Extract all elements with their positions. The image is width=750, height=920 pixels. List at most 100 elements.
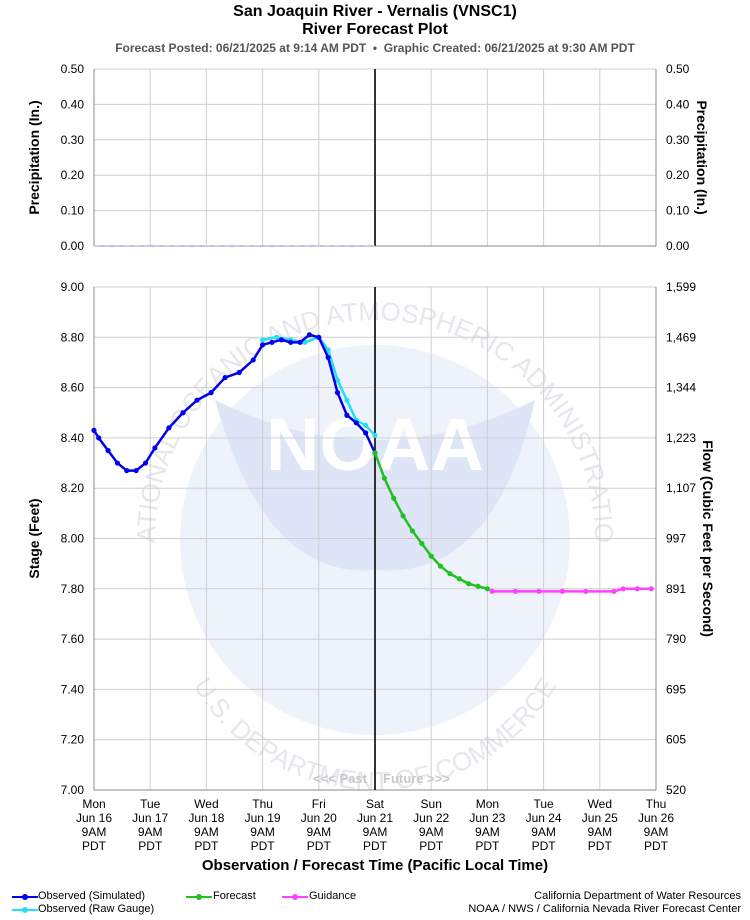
series-point: [512, 588, 519, 594]
legend-label-forecast: Forecast: [213, 890, 256, 902]
x-tick-label: Mon Jun 23 9AM PDT: [469, 797, 505, 853]
series-point: [166, 425, 172, 431]
precip-ytick-left: 0.30: [61, 133, 85, 147]
series-point: [489, 588, 495, 594]
series-point: [456, 576, 462, 582]
series-point: [91, 427, 97, 433]
x-tick-label: Thu Jun 26 9AM PDT: [638, 797, 674, 853]
axis-labels: Mon Jun 16 9AM PDT Tue Jun 17 9AM PDT Wed Jun 18 9…: [26, 62, 716, 874]
flow-ytick: 520: [666, 783, 686, 797]
precip-ytick-left: 0.20: [61, 168, 85, 182]
series-point: [447, 571, 453, 577]
noaa-watermark: NOAANATIONAL OCEANIC AND ATMOSPHERIC ADM…: [0, 0, 619, 796]
series-point: [269, 339, 275, 345]
stage-ytick: 7.60: [61, 632, 85, 646]
series-point: [353, 420, 359, 426]
series-point: [559, 588, 565, 594]
x-tick-label: Wed Jun 18 9AM PDT: [188, 797, 224, 853]
flow-ytick: 1,599: [666, 280, 696, 294]
flow-ytick: 605: [666, 733, 686, 747]
x-tick-label: Tue Jun 24 9AM PDT: [526, 797, 562, 853]
precip-ytick-left: 0.50: [61, 62, 85, 76]
series-point: [325, 354, 331, 361]
legend-swatch-forecast: [186, 894, 212, 900]
precip-ytick-right: 0.00: [666, 239, 690, 253]
series-point: [222, 374, 228, 381]
legend-item-observed-simulated: Observed (Simulated): [12, 890, 182, 903]
legend-label-observed-simulated: Observed (Simulated): [38, 890, 145, 902]
series-point: [400, 513, 406, 519]
stage-ytick: 7.20: [61, 733, 85, 747]
stage-ytick: 8.00: [61, 532, 85, 546]
created-label: Graphic Created:: [383, 41, 482, 55]
legend-swatch-observed-raw: [12, 907, 38, 913]
x-tick-label: Wed Jun 25 9AM PDT: [582, 797, 618, 853]
precip-ytick-right: 0.30: [666, 133, 690, 147]
precip-ytick-left: 0.00: [61, 239, 85, 253]
separator-dot: •: [372, 41, 378, 55]
past-label: <<< Past: [313, 771, 368, 786]
stage-ytick: 8.20: [61, 481, 85, 495]
series-point: [611, 588, 617, 594]
precip-ytick-right: 0.40: [666, 97, 690, 111]
series-point: [133, 467, 139, 474]
series-point: [620, 586, 626, 592]
series-point: [466, 581, 472, 587]
x-tick-label: Mon Jun 16 9AM PDT: [76, 797, 112, 853]
precip-ytick-right: 0.20: [666, 168, 690, 182]
precip-ytick-left: 0.40: [61, 97, 85, 111]
series-point: [437, 563, 444, 569]
x-tick-label: Thu Jun 19 9AM PDT: [245, 797, 281, 853]
precip-ylabel-left: Precipitation (In.): [26, 100, 42, 214]
flow-ytick: 790: [666, 632, 686, 646]
legend-item-observed-raw: Observed (Raw Gauge): [12, 903, 182, 916]
series-point: [297, 339, 303, 345]
legend-swatch-guidance: [282, 894, 308, 900]
credit-line-2: NOAA / NWS / California Nevada River For…: [468, 903, 741, 915]
series-point: [344, 412, 350, 418]
stage-ytick: 8.40: [61, 431, 85, 445]
flow-ylabel: Flow (Cubic Feet per Second): [700, 440, 716, 637]
series-point: [194, 397, 200, 403]
credit-line-1: California Department of Water Resources: [534, 890, 741, 902]
series-point: [372, 450, 378, 456]
series-point: [96, 435, 102, 441]
series-point: [260, 342, 266, 348]
series-point: [325, 347, 331, 353]
series-point: [634, 586, 640, 592]
legend-swatch-observed-simulated: [12, 894, 38, 900]
flow-ytick: 997: [666, 532, 686, 546]
stage-ytick: 7.40: [61, 682, 85, 696]
series-point: [142, 460, 149, 466]
legend: Observed (Simulated) Observed (Raw Gauge…: [12, 890, 182, 916]
series-point: [363, 422, 369, 428]
chart-subtitle: River Forecast Plot: [302, 21, 448, 38]
series-point: [236, 369, 242, 376]
future-label: Future >>>: [383, 771, 450, 786]
series-point: [274, 334, 280, 340]
legend-label-guidance: Guidance: [309, 890, 357, 902]
posted-label: Forecast Posted:: [115, 41, 213, 55]
series-point: [114, 460, 121, 466]
series-point: [428, 553, 434, 559]
series-point: [208, 390, 214, 396]
x-tick-label: Sun Jun 22 9AM PDT: [413, 797, 449, 853]
precip-ytick-right: 0.50: [666, 62, 690, 76]
stage-ytick: 9.00: [61, 280, 85, 294]
series-point: [250, 357, 256, 363]
series-point: [484, 586, 490, 592]
series-point: [334, 390, 341, 396]
precip-ytick-right: 0.10: [666, 204, 690, 218]
stage-ytick: 7.80: [61, 582, 85, 596]
x-tick-label: Tue Jun 17 9AM PDT: [132, 797, 168, 853]
series-point: [409, 528, 416, 534]
series-point: [152, 445, 158, 451]
series-line: [92, 333, 377, 472]
series-point: [180, 410, 186, 416]
series-point: [381, 475, 387, 481]
flow-ytick: 1,344: [666, 381, 696, 395]
precip-ytick-left: 0.10: [61, 204, 85, 218]
series-layer: [91, 245, 654, 594]
series-point: [372, 432, 378, 438]
